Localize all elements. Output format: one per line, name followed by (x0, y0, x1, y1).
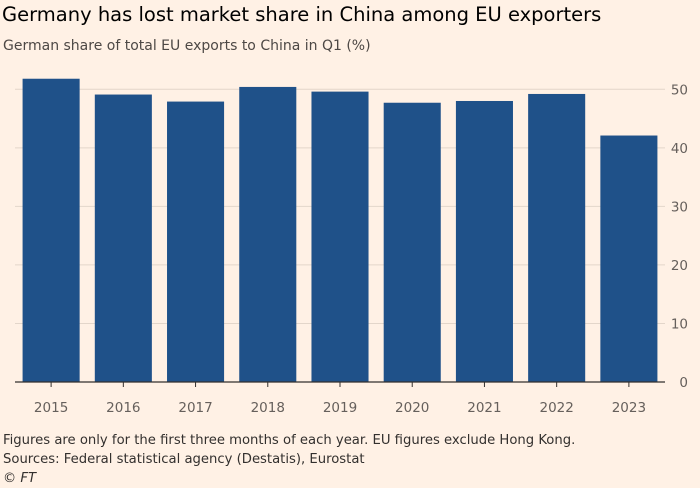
bar-2020 (383, 102, 441, 382)
bar-2021 (455, 100, 513, 383)
bar-chart: 0 10 20 30 40 50 2015 2016 2017 2018 2019 2020 2021 2… (15, 78, 688, 416)
footnote: Figures are only for the first three mon… (3, 433, 576, 448)
bar-2019 (311, 91, 369, 382)
x-tick-label: 2021 (467, 400, 501, 416)
x-tick-label: 2015 (34, 400, 68, 416)
x-tick-label: 2016 (106, 400, 140, 416)
bar-2015 (22, 78, 80, 382)
y-tick-label: 0 (679, 375, 688, 391)
y-tick-label: 50 (671, 82, 688, 98)
source-note: Sources: Federal statistical agency (Des… (3, 452, 365, 467)
x-tick-label: 2020 (395, 400, 429, 416)
bar-2018 (239, 86, 297, 382)
x-tick-label: 2022 (539, 400, 573, 416)
x-tick-label: 2017 (178, 400, 212, 416)
credit: © FT (3, 471, 37, 486)
bar-2016 (94, 94, 152, 383)
y-tick-label: 30 (671, 199, 688, 215)
y-tick-label: 10 (671, 316, 688, 332)
bar-2017 (167, 101, 225, 383)
x-tick-label: 2023 (612, 400, 646, 416)
y-tick-label: 20 (671, 258, 688, 274)
x-tick-label: 2018 (251, 400, 285, 416)
chart-subtitle: German share of total EU exports to Chin… (3, 38, 371, 54)
bar-2023 (600, 135, 658, 382)
bar-2022 (528, 93, 586, 382)
y-tick-label: 40 (671, 141, 688, 157)
x-tick-label: 2019 (323, 400, 357, 416)
chart-title: Germany has lost market share in China a… (2, 3, 602, 26)
